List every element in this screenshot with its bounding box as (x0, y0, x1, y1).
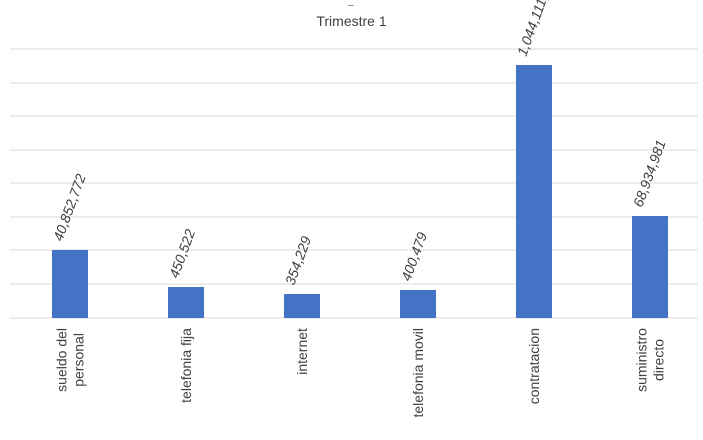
chart-title: Trimestre 1 (316, 13, 387, 29)
data-label: 68,934,981 (630, 138, 669, 209)
title-mark: – (348, 0, 354, 11)
category-label: telefonia fija (178, 328, 194, 403)
category-label: contratacion (526, 328, 542, 404)
bar-telefonia-fija (168, 287, 204, 318)
category-label: telefonia movil (410, 328, 426, 418)
bar-contratacion (516, 65, 552, 318)
bar-sueldo-del-personal (52, 250, 88, 318)
category-label: suministrodirecto (634, 328, 667, 392)
data-label: 450,522 (166, 227, 198, 280)
data-label: 354,229 (282, 234, 314, 287)
bar-internet (284, 294, 320, 318)
category-label: sueldo delpersonal (54, 328, 87, 392)
data-label: 400,479 (398, 230, 430, 283)
data-label: 40,852,772 (50, 172, 89, 244)
category-label: internet (294, 328, 310, 375)
bar-telefonia-movil (400, 290, 436, 318)
bar-suministro-directo (632, 216, 668, 318)
